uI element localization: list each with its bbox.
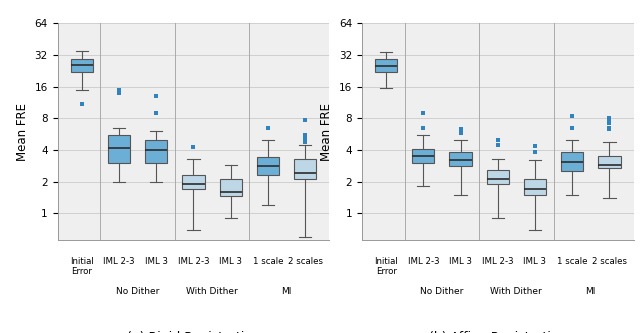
Text: 2 scales: 2 scales (592, 257, 627, 266)
Bar (561, 152, 583, 171)
Bar (375, 60, 397, 72)
Text: 2 scales: 2 scales (287, 257, 323, 266)
Text: IML 3: IML 3 (145, 257, 168, 266)
Bar (598, 156, 621, 168)
Text: IML 3: IML 3 (449, 257, 472, 266)
Text: IML 2-3: IML 2-3 (482, 257, 513, 266)
Text: Initial
Error: Initial Error (374, 257, 398, 276)
Bar (524, 179, 546, 195)
Text: (a) Rigid Registration: (a) Rigid Registration (127, 331, 260, 333)
Bar (486, 169, 509, 184)
Text: IML 2-3: IML 2-3 (103, 257, 135, 266)
Bar (182, 175, 205, 189)
Text: Initial
Error: Initial Error (70, 257, 93, 276)
Text: No Dither: No Dither (116, 287, 159, 296)
Text: (b) Affine Registration: (b) Affine Registration (429, 331, 566, 333)
Bar (145, 140, 168, 163)
Y-axis label: Mean FRE: Mean FRE (16, 103, 29, 161)
Text: MI: MI (586, 287, 596, 296)
Text: MI: MI (282, 287, 292, 296)
Text: IML 3: IML 3 (524, 257, 547, 266)
Bar (257, 158, 279, 175)
Text: No Dither: No Dither (420, 287, 463, 296)
Bar (449, 152, 472, 166)
Text: With Dither: With Dither (186, 287, 238, 296)
Text: 1 scale: 1 scale (253, 257, 283, 266)
Bar (220, 179, 242, 196)
Bar (108, 136, 130, 163)
Text: With Dither: With Dither (490, 287, 542, 296)
Text: IML 3: IML 3 (219, 257, 242, 266)
Y-axis label: Mean FRE: Mean FRE (321, 103, 333, 161)
Bar (70, 59, 93, 72)
Text: IML 2-3: IML 2-3 (178, 257, 209, 266)
Bar (412, 149, 435, 163)
Text: IML 2-3: IML 2-3 (408, 257, 439, 266)
Bar (294, 159, 316, 179)
Text: 1 scale: 1 scale (557, 257, 588, 266)
